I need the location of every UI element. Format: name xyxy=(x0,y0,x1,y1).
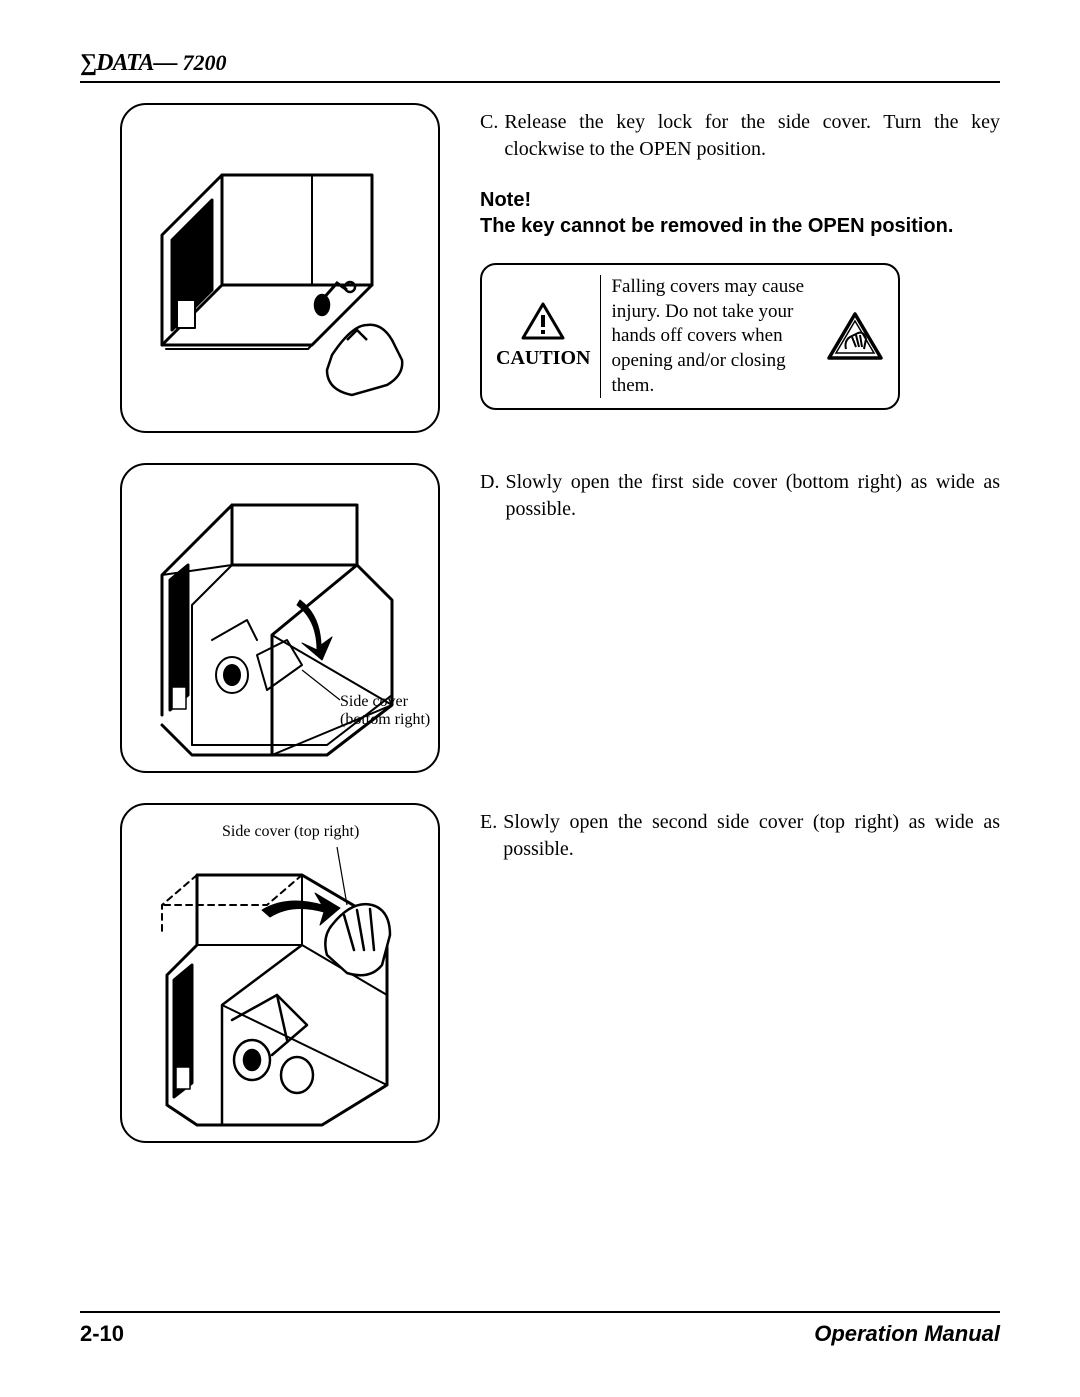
figure-d-callout: Side cover (bottom right) xyxy=(340,693,430,728)
note-heading: Note! xyxy=(480,187,1000,213)
figure-e: Side cover (top right) xyxy=(120,803,440,1143)
printer-key-illustration xyxy=(122,105,442,435)
text-col-d: D. Slowly open the first side cover (bot… xyxy=(480,463,1000,547)
sigma-icon: ∑ xyxy=(80,50,96,76)
caution-box: CAUTION Falling covers may cause injury.… xyxy=(480,263,900,410)
text-col-c: C. Release the key lock for the side cov… xyxy=(480,103,1000,410)
row-step-e: Side cover (top right) E. Slowly open th… xyxy=(80,803,1000,1143)
printer-top-cover-illustration xyxy=(122,805,442,1145)
step-d-marker: D. xyxy=(480,469,499,523)
page-number: 2-10 xyxy=(80,1321,124,1347)
step-d: D. Slowly open the first side cover (bot… xyxy=(480,469,1000,523)
model-number: 7200 xyxy=(182,50,226,76)
hand-pinch-warning-icon xyxy=(826,311,884,363)
step-e-text: Slowly open the second side cover (top r… xyxy=(503,809,1000,863)
caution-label: CAUTION xyxy=(496,345,590,372)
figure-e-callout: Side cover (top right) xyxy=(222,823,359,841)
step-c-text: Release the key lock for the side cover.… xyxy=(504,109,1000,163)
step-e-marker: E. xyxy=(480,809,497,863)
text-col-e: E. Slowly open the second side cover (to… xyxy=(480,803,1000,887)
step-c-marker: C. xyxy=(480,109,498,163)
note-block: Note! The key cannot be removed in the O… xyxy=(480,187,1000,239)
step-d-text: Slowly open the first side cover (bottom… xyxy=(505,469,1000,523)
warning-triangle-icon xyxy=(520,301,566,341)
row-step-c: C. Release the key lock for the side cov… xyxy=(80,103,1000,433)
footer-title: Operation Manual xyxy=(814,1321,1000,1347)
caution-left: CAUTION xyxy=(492,275,601,398)
caution-text: Falling covers may cause injury. Do not … xyxy=(601,275,826,398)
figure-d: Side cover (bottom right) xyxy=(120,463,440,773)
note-body: The key cannot be removed in the OPEN po… xyxy=(480,213,1000,239)
figure-c xyxy=(120,103,440,433)
brand-logo: ∑DATA— xyxy=(80,50,176,77)
page-footer: 2-10 Operation Manual xyxy=(80,1311,1000,1347)
fig-e-callout: Side cover (top right) xyxy=(222,823,359,840)
printer-bottom-cover-illustration xyxy=(122,465,442,775)
row-step-d: Side cover (bottom right) D. Slowly open… xyxy=(80,463,1000,773)
step-e: E. Slowly open the second side cover (to… xyxy=(480,809,1000,863)
fig-d-callout-line2: (bottom right) xyxy=(340,711,430,729)
step-c: C. Release the key lock for the side cov… xyxy=(480,109,1000,163)
page-header: ∑DATA— 7200 xyxy=(80,50,1000,83)
caution-right xyxy=(826,275,888,398)
fig-d-callout-line1: Side cover xyxy=(340,693,430,711)
brand-text: DATA xyxy=(96,50,153,76)
page-content: C. Release the key lock for the side cov… xyxy=(80,103,1000,1143)
